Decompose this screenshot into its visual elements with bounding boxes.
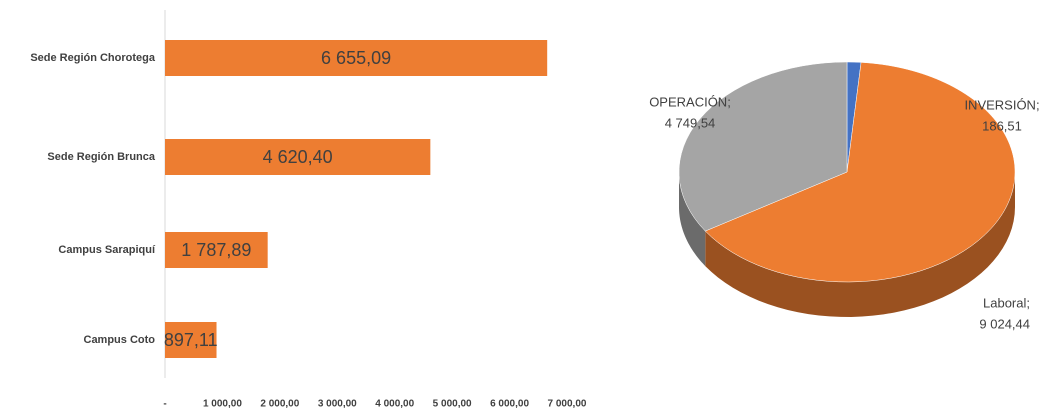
x-tick-label: 3 000,00: [318, 399, 357, 410]
x-tick-label: 1 000,00: [203, 399, 242, 410]
x-tick-label: 2 000,00: [260, 399, 299, 410]
data-label: 9 024,44: [979, 316, 1030, 331]
bar: [165, 322, 217, 358]
pie-slice: [704, 62, 1016, 283]
category-label: Sede Región Chorotega: [30, 52, 156, 64]
category-label: Sede Región Brunca: [47, 151, 155, 163]
data-label: 6 655,09: [321, 48, 391, 68]
bar: [165, 40, 548, 76]
data-label: 897,11: [164, 330, 218, 350]
category-label: Campus Coto: [84, 334, 156, 346]
bar: [165, 232, 268, 268]
pie-side: [679, 172, 706, 267]
bar: [165, 139, 431, 175]
data-label: 1 787,89: [181, 240, 251, 260]
category-label: Campus Sarapiquí: [58, 244, 156, 256]
data-label: 4 749,54: [665, 115, 716, 130]
x-tick-label: 4 000,00: [375, 399, 414, 410]
pie-side: [705, 172, 1015, 317]
data-label-name: INVERSIÓN;: [964, 97, 1039, 112]
data-label: 186,51: [982, 118, 1022, 133]
pie-slice: [678, 61, 848, 232]
x-tick-label: -: [163, 399, 166, 410]
data-label-name: Laboral;: [983, 295, 1030, 310]
data-label-name: OPERACIÓN;: [649, 94, 731, 109]
x-tick-label: 6 000,00: [490, 399, 529, 410]
data-label: 4 620,40: [263, 147, 333, 167]
x-tick-label: 5 000,00: [433, 399, 472, 410]
x-tick-label: 7 000,00: [548, 399, 587, 410]
